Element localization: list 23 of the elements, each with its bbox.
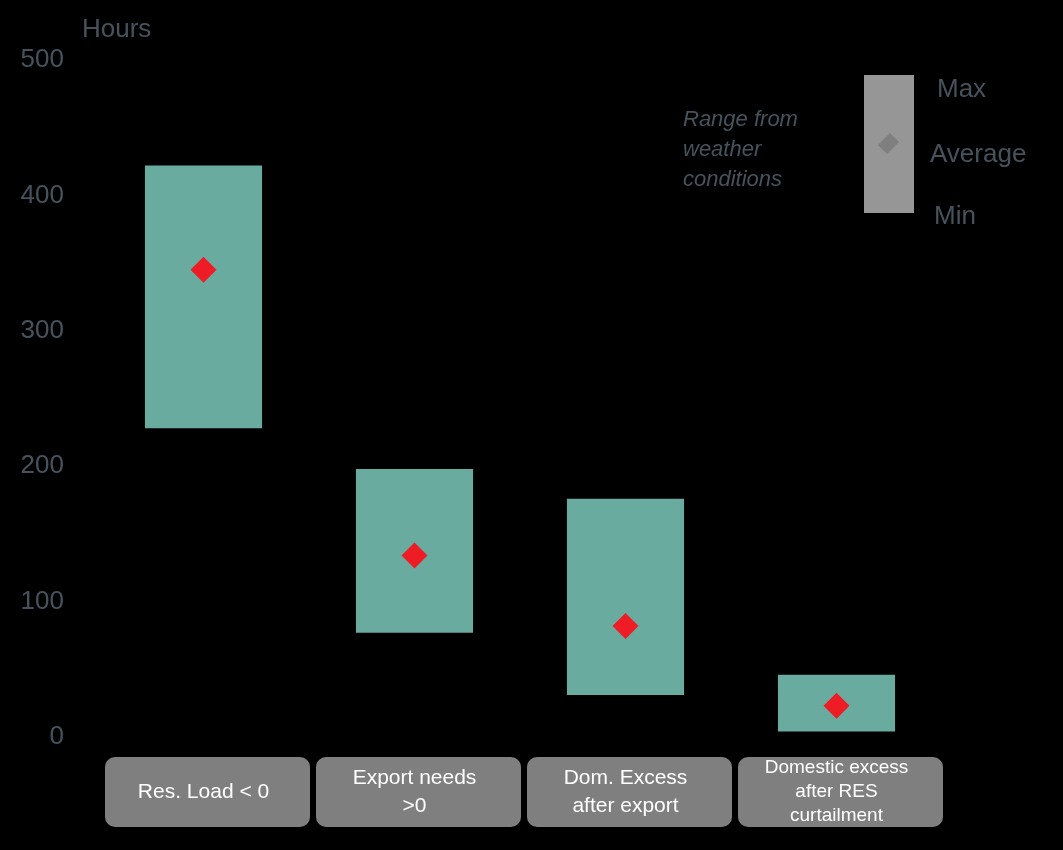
y-tick-label: 500 [20,43,64,74]
annotation: Average [930,138,1027,168]
annotation: Max [937,73,987,103]
x-tick-label: Dom. Excess after export [563,764,688,816]
y-tick-label: 400 [20,178,64,209]
annotation: Range from weather conditions [683,106,798,191]
x-tick-label: Res. Load < 0 [137,778,270,802]
x-tick-label: Export needs >0 [352,764,477,816]
point [190,256,217,283]
bar [355,468,474,633]
annotation: Min [934,200,976,230]
x-tick-label: Domestic excess after RES curtailment [764,756,909,826]
y-tick-label: 200 [20,449,64,480]
y-tick-label: 0 [49,720,64,751]
bar [144,165,263,429]
bar [777,674,896,732]
point [612,612,639,639]
bar [566,498,685,696]
y-axis-title: Hours [82,13,152,43]
point [401,542,428,569]
y-tick-label: 100 [20,584,64,615]
y-tick-label: 300 [20,313,64,344]
point [823,692,850,719]
